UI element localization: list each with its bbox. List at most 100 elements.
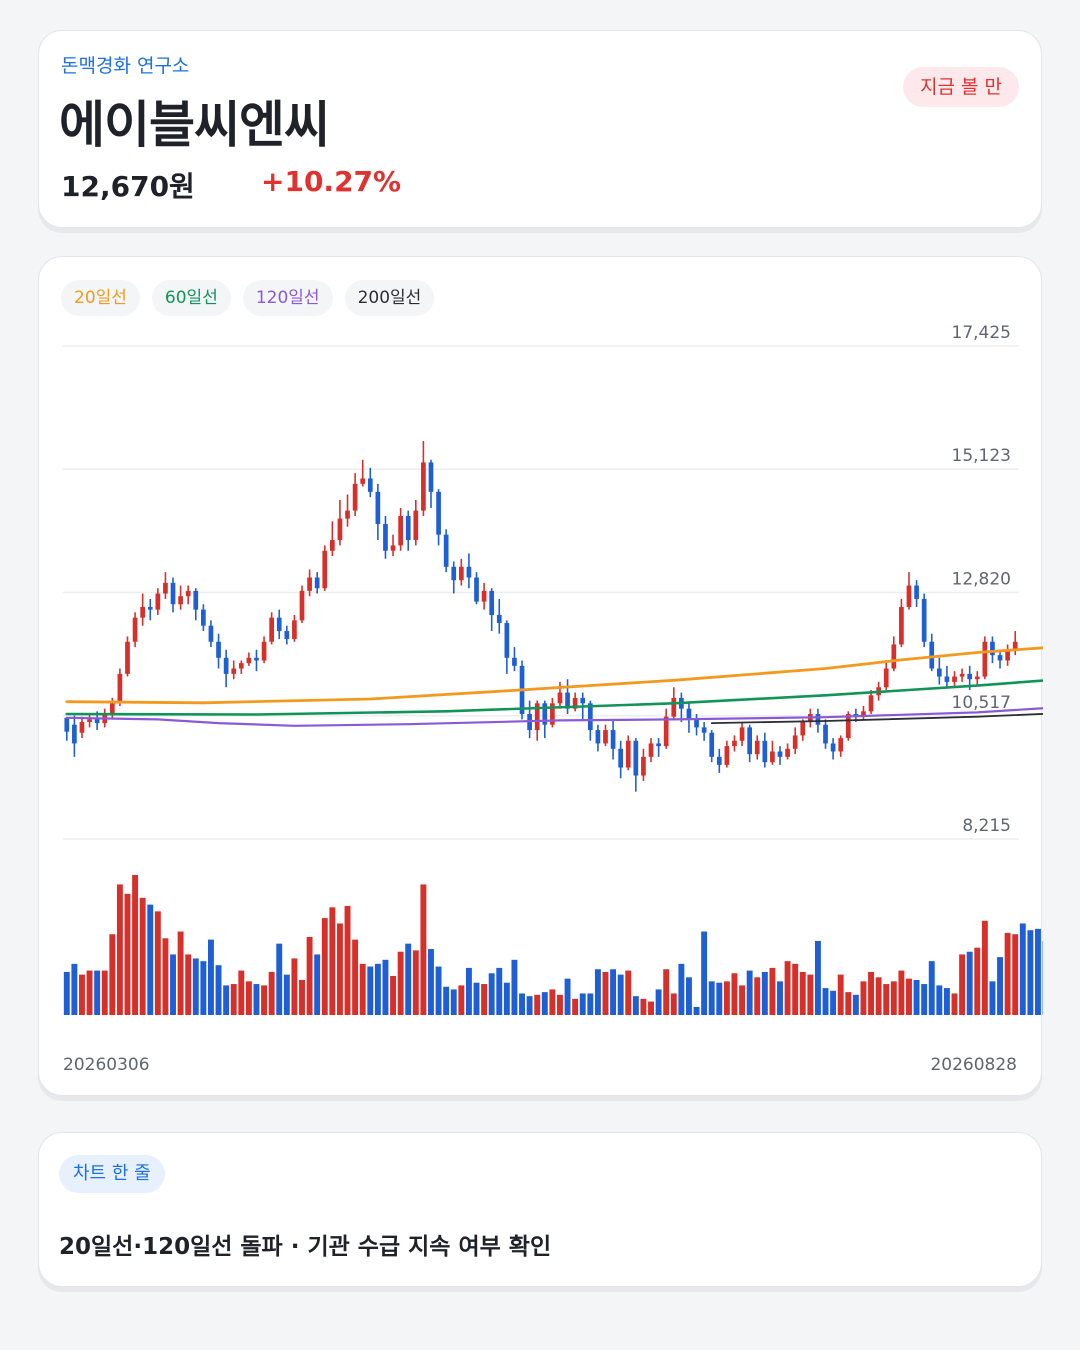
candle-body: [125, 641, 130, 674]
candle-body: [352, 483, 358, 511]
volume-bar: [185, 954, 192, 1015]
volume-bar: [291, 958, 298, 1015]
candle-body: [990, 641, 995, 656]
ma-legend: 20일선 60일선 120일선 200일선: [61, 280, 435, 316]
candle-body: [132, 617, 138, 642]
volume-bar: [283, 974, 290, 1015]
volume-bar: [162, 938, 169, 1015]
candle-body: [64, 717, 70, 732]
volume-bar: [473, 982, 480, 1015]
ma20-line: [65, 646, 1043, 705]
candle-body: [534, 703, 540, 731]
candle-body: [238, 663, 244, 669]
volume-bar: [868, 971, 875, 1015]
candle-body: [307, 577, 312, 591]
candle-body: [967, 673, 973, 680]
volume-bar: [557, 994, 563, 1015]
volume-bar: [777, 981, 783, 1015]
candle-body: [261, 641, 267, 661]
candle-body: [618, 748, 624, 768]
candle-body: [595, 730, 601, 744]
candle-body: [436, 491, 441, 535]
volume-bar: [890, 981, 897, 1015]
candle-body: [178, 596, 183, 605]
volume-bar: [981, 920, 988, 1015]
candle-body: [201, 609, 206, 626]
volume-bar: [997, 957, 1003, 1015]
candle-body: [451, 566, 457, 581]
volume-bar: [693, 1006, 700, 1015]
candle-body: [269, 617, 275, 642]
volume-bar: [1019, 923, 1026, 1015]
candle-body: [861, 711, 866, 717]
volume-bar: [253, 984, 260, 1015]
candle-body: [921, 598, 927, 642]
candle-body: [709, 732, 715, 757]
volume-bar: [860, 981, 867, 1015]
candle-body: [777, 751, 783, 757]
volume-bar: [837, 974, 844, 1015]
ma120-line: [65, 707, 1043, 727]
candle-body: [314, 577, 320, 589]
volume-bar: [223, 985, 230, 1015]
volume-bar: [481, 984, 488, 1015]
candle-body: [208, 625, 214, 642]
candle-body: [246, 657, 252, 664]
volume-bar: [329, 907, 336, 1015]
header-card: 돈맥경화 연구소 에이블씨엔씨 12,670원 +10.27% 지금 볼 만: [38, 30, 1042, 228]
volume-bar: [685, 977, 692, 1015]
legend-ma120[interactable]: 120일선: [242, 280, 333, 316]
volume-bar: [367, 966, 374, 1015]
volume-bar: [541, 992, 548, 1015]
volume-bar: [238, 970, 245, 1015]
candle-body: [322, 550, 328, 589]
volume-bar: [526, 996, 533, 1015]
candle-body: [641, 756, 646, 776]
candle-body: [610, 730, 616, 749]
volume-bar: [974, 947, 981, 1015]
candle-body: [936, 668, 942, 677]
volume-bar: [898, 970, 905, 1015]
candle-body: [337, 518, 343, 541]
volume-bar: [625, 970, 632, 1015]
candle-body: [284, 631, 290, 640]
candle-body: [216, 641, 221, 658]
legend-ma20[interactable]: 20일선: [61, 280, 140, 316]
candle-body: [792, 735, 798, 749]
legend-ma200[interactable]: 200일선: [344, 280, 435, 316]
y-tick-label: 17,425: [952, 323, 1011, 343]
volume-bar: [268, 971, 275, 1015]
candle-body: [883, 668, 889, 688]
volume-bar: [723, 981, 730, 1015]
volume-bar: [655, 989, 662, 1015]
candle-body: [443, 534, 449, 567]
volume-bar: [966, 951, 973, 1015]
status-badge: 지금 볼 만: [903, 67, 1019, 107]
volume-bar: [465, 967, 472, 1015]
volume-bar: [503, 982, 510, 1015]
volume-bar: [989, 981, 996, 1015]
volume-bar: [94, 970, 101, 1015]
candle-body: [185, 590, 191, 597]
candle-body: [512, 657, 517, 666]
candle-body: [466, 566, 472, 578]
candle-body: [944, 676, 950, 682]
legend-ma60[interactable]: 60일선: [151, 280, 231, 316]
candle-body: [140, 606, 146, 618]
volume-bar: [397, 951, 404, 1015]
volume-bar: [769, 967, 776, 1015]
volume-bar: [314, 954, 321, 1015]
candle-body: [671, 697, 677, 717]
candle-body: [572, 697, 578, 709]
candle-body: [163, 582, 168, 594]
candle-body: [747, 727, 753, 755]
volume-bar: [761, 971, 768, 1015]
candle-body: [701, 727, 707, 733]
x-label-end: 20260828: [930, 1055, 1017, 1075]
candle-body: [170, 582, 176, 605]
summary-text: 20일선·120일선 돌파 · 기관 수급 지속 여부 확인: [59, 1234, 552, 1260]
candle-body: [633, 740, 639, 776]
candle-body: [823, 724, 828, 744]
volume-bar: [405, 943, 412, 1015]
volume-bar: [678, 963, 685, 1015]
